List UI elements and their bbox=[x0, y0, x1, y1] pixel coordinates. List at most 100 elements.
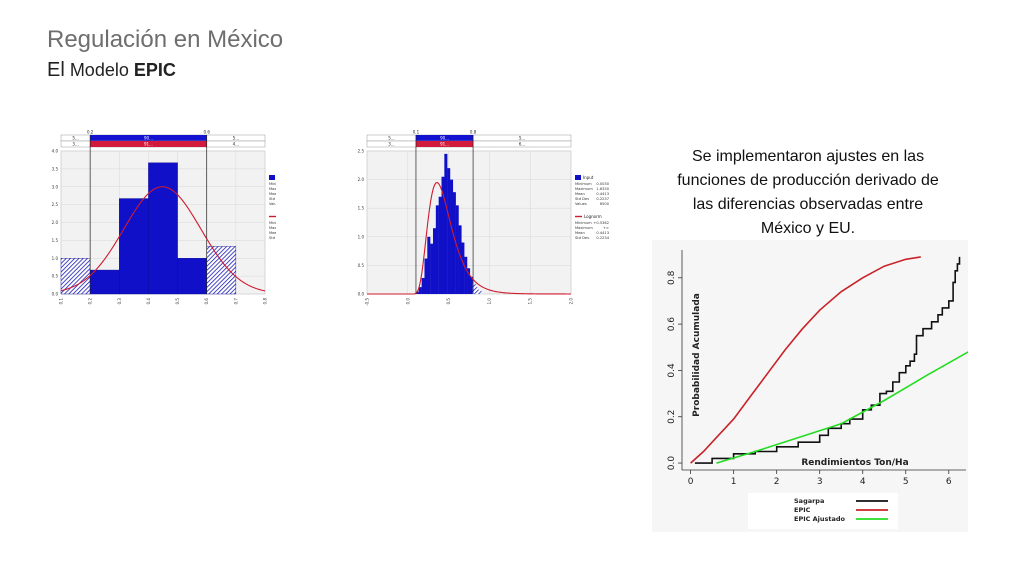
x-tick-label: 2 bbox=[774, 477, 780, 487]
x-tick-label: 6 bbox=[946, 477, 952, 487]
marker-label-left: 0.1 bbox=[413, 130, 420, 135]
x-tick-label: 1.0 bbox=[487, 298, 492, 305]
histogram-bar bbox=[450, 179, 454, 294]
y-tick-label: 3.0 bbox=[52, 184, 59, 189]
y-tick-label: 0.5 bbox=[52, 274, 59, 279]
y-tick-label: 2.0 bbox=[358, 177, 365, 182]
legend-stat-name: Mean bbox=[269, 231, 276, 235]
slide-title: Regulación en México bbox=[47, 26, 284, 53]
bottom-band-mid-label: 91... bbox=[440, 142, 449, 147]
x-tick-label: 0 bbox=[688, 477, 694, 487]
normal-fit-histogram-chart: 0.0 0.5 1.0 1.5 2.0 2.5 3.0 3.5 4.0 0.1 0.2 0.3 0.4 0… bbox=[52, 130, 276, 305]
fitted-curve bbox=[367, 181, 571, 295]
y-tick-label: 0.0 bbox=[52, 292, 59, 297]
y-tick-label: 0.0 bbox=[667, 456, 677, 471]
fitted-curve bbox=[60, 186, 266, 292]
histogram-bar bbox=[427, 236, 431, 294]
top-band-left-label: 5... bbox=[72, 136, 78, 141]
y-tick-label: 1.5 bbox=[358, 206, 365, 211]
legend-stat-name: Maximum bbox=[575, 187, 593, 191]
legend-label: Sagarpa bbox=[794, 497, 824, 505]
x-tick-label: 0.7 bbox=[233, 298, 238, 305]
legend-stat-value: 0.0030 bbox=[596, 182, 609, 186]
histogram-bar bbox=[432, 228, 437, 294]
legend-stat-value: 6500 bbox=[600, 202, 610, 206]
legend-input-swatch bbox=[575, 175, 581, 180]
x-tick-label: 5 bbox=[903, 477, 909, 487]
subtitle-bold: EPIC bbox=[133, 60, 176, 80]
top-band-right-label: 5... bbox=[233, 136, 239, 141]
bottom-band-mid bbox=[415, 141, 474, 147]
legend-stat-name: Mean bbox=[269, 192, 276, 196]
legend-stat-value: 0.4413 bbox=[596, 192, 609, 196]
y-tick-label: 0.6 bbox=[667, 317, 677, 332]
x-tick-label: 0.6 bbox=[204, 298, 209, 305]
legend-label: EPIC Ajustado bbox=[794, 515, 846, 523]
legend-stat-value: 0.2237 bbox=[596, 197, 609, 201]
chart-background bbox=[652, 240, 968, 532]
x-tick-label: 0.1 bbox=[59, 298, 64, 305]
marker-label-right: 0.8 bbox=[470, 130, 477, 135]
x-tick-label: 0.0 bbox=[405, 298, 410, 305]
histogram-bar bbox=[438, 196, 442, 294]
x-tick-label: 0.5 bbox=[175, 298, 180, 305]
legend-stat-value: +0.5362 bbox=[593, 221, 609, 225]
y-tick-label: 2.5 bbox=[358, 149, 365, 154]
legend-input-label: Input bbox=[583, 175, 594, 180]
legend-stat-name: Maximum bbox=[269, 187, 276, 191]
top-band-mid-label: 90... bbox=[144, 136, 153, 141]
x-tick-label: 2.0 bbox=[569, 298, 574, 305]
histogram-bar bbox=[206, 246, 237, 295]
top-band-mid-label: 90... bbox=[440, 136, 449, 141]
x-tick-label: 1.5 bbox=[528, 298, 533, 305]
histogram-bar bbox=[415, 291, 419, 294]
histogram-bar bbox=[469, 276, 473, 294]
histogram-bar bbox=[435, 205, 439, 294]
legend-stat-name: Std Dev bbox=[575, 236, 590, 240]
top-band-mid bbox=[90, 135, 207, 141]
slide-subtitle: El Modelo EPIC bbox=[47, 59, 176, 82]
series-line-epic bbox=[690, 256, 921, 464]
legend-label: EPIC bbox=[794, 506, 811, 514]
legend-stat-name: Std Dev bbox=[269, 236, 276, 240]
subtitle-prefix: El bbox=[47, 59, 65, 81]
bottom-band-right-label: 4... bbox=[233, 142, 239, 147]
y-tick-label: 2.5 bbox=[52, 202, 59, 207]
legend-stat-name: Minimum bbox=[575, 182, 592, 186]
y-tick-label: 2.0 bbox=[52, 220, 59, 225]
histogram-bar bbox=[89, 269, 120, 295]
histogram-bar bbox=[430, 243, 434, 294]
histogram-bar bbox=[475, 287, 479, 294]
marker-label-right: 0.6 bbox=[204, 130, 211, 135]
x-tick-label: 0.2 bbox=[88, 298, 93, 305]
legend-stat-name: Minimum bbox=[269, 182, 276, 186]
legend-stat-name: Minimum bbox=[575, 221, 592, 225]
marker-label-left: 0.2 bbox=[87, 130, 94, 135]
x-tick-label: 1 bbox=[731, 477, 737, 487]
histogram-bar bbox=[478, 290, 482, 294]
x-tick-label: 0.3 bbox=[117, 298, 122, 305]
bottom-band-left-label: 3... bbox=[388, 142, 394, 147]
histogram-bar bbox=[467, 268, 471, 294]
lognormal-fit-histogram-chart: 0.00.51.01.52.02.5-0.5 0.0 0.5 1.0 1.5 2.05..… bbox=[358, 130, 610, 306]
legend-stat-value: 0.2234 bbox=[596, 236, 609, 240]
legend-stat-name: Std Dev bbox=[269, 197, 276, 201]
y-tick-label: 3.5 bbox=[52, 166, 59, 171]
histogram-bar bbox=[444, 153, 448, 294]
y-tick-label: 1.5 bbox=[52, 238, 59, 243]
histogram-bar bbox=[418, 287, 422, 294]
histogram-bar bbox=[177, 258, 207, 295]
y-tick-label: 0.5 bbox=[358, 263, 365, 268]
histogram-bar bbox=[464, 256, 468, 294]
x-tick-label: 0.8 bbox=[263, 298, 268, 305]
bottom-band-mid bbox=[90, 141, 207, 147]
histogram-bar bbox=[148, 162, 178, 295]
legend-stat-value: 0.4413 bbox=[596, 231, 609, 235]
cumulative-probability-chart: 0.0 0.2 0.4 0.6 0.8 0 1 2 3 4 5 6 Rendimientos Ton/H… bbox=[652, 240, 968, 532]
histogram-bar bbox=[60, 258, 91, 295]
legend-fit-label: Lognorm bbox=[584, 214, 602, 219]
y-tick-label: 1.0 bbox=[358, 234, 365, 239]
top-band-right-label: 5... bbox=[519, 136, 525, 141]
legend-input-swatch bbox=[269, 175, 275, 180]
explanation-text: Se implementaron ajustes en las funcione… bbox=[677, 148, 939, 237]
